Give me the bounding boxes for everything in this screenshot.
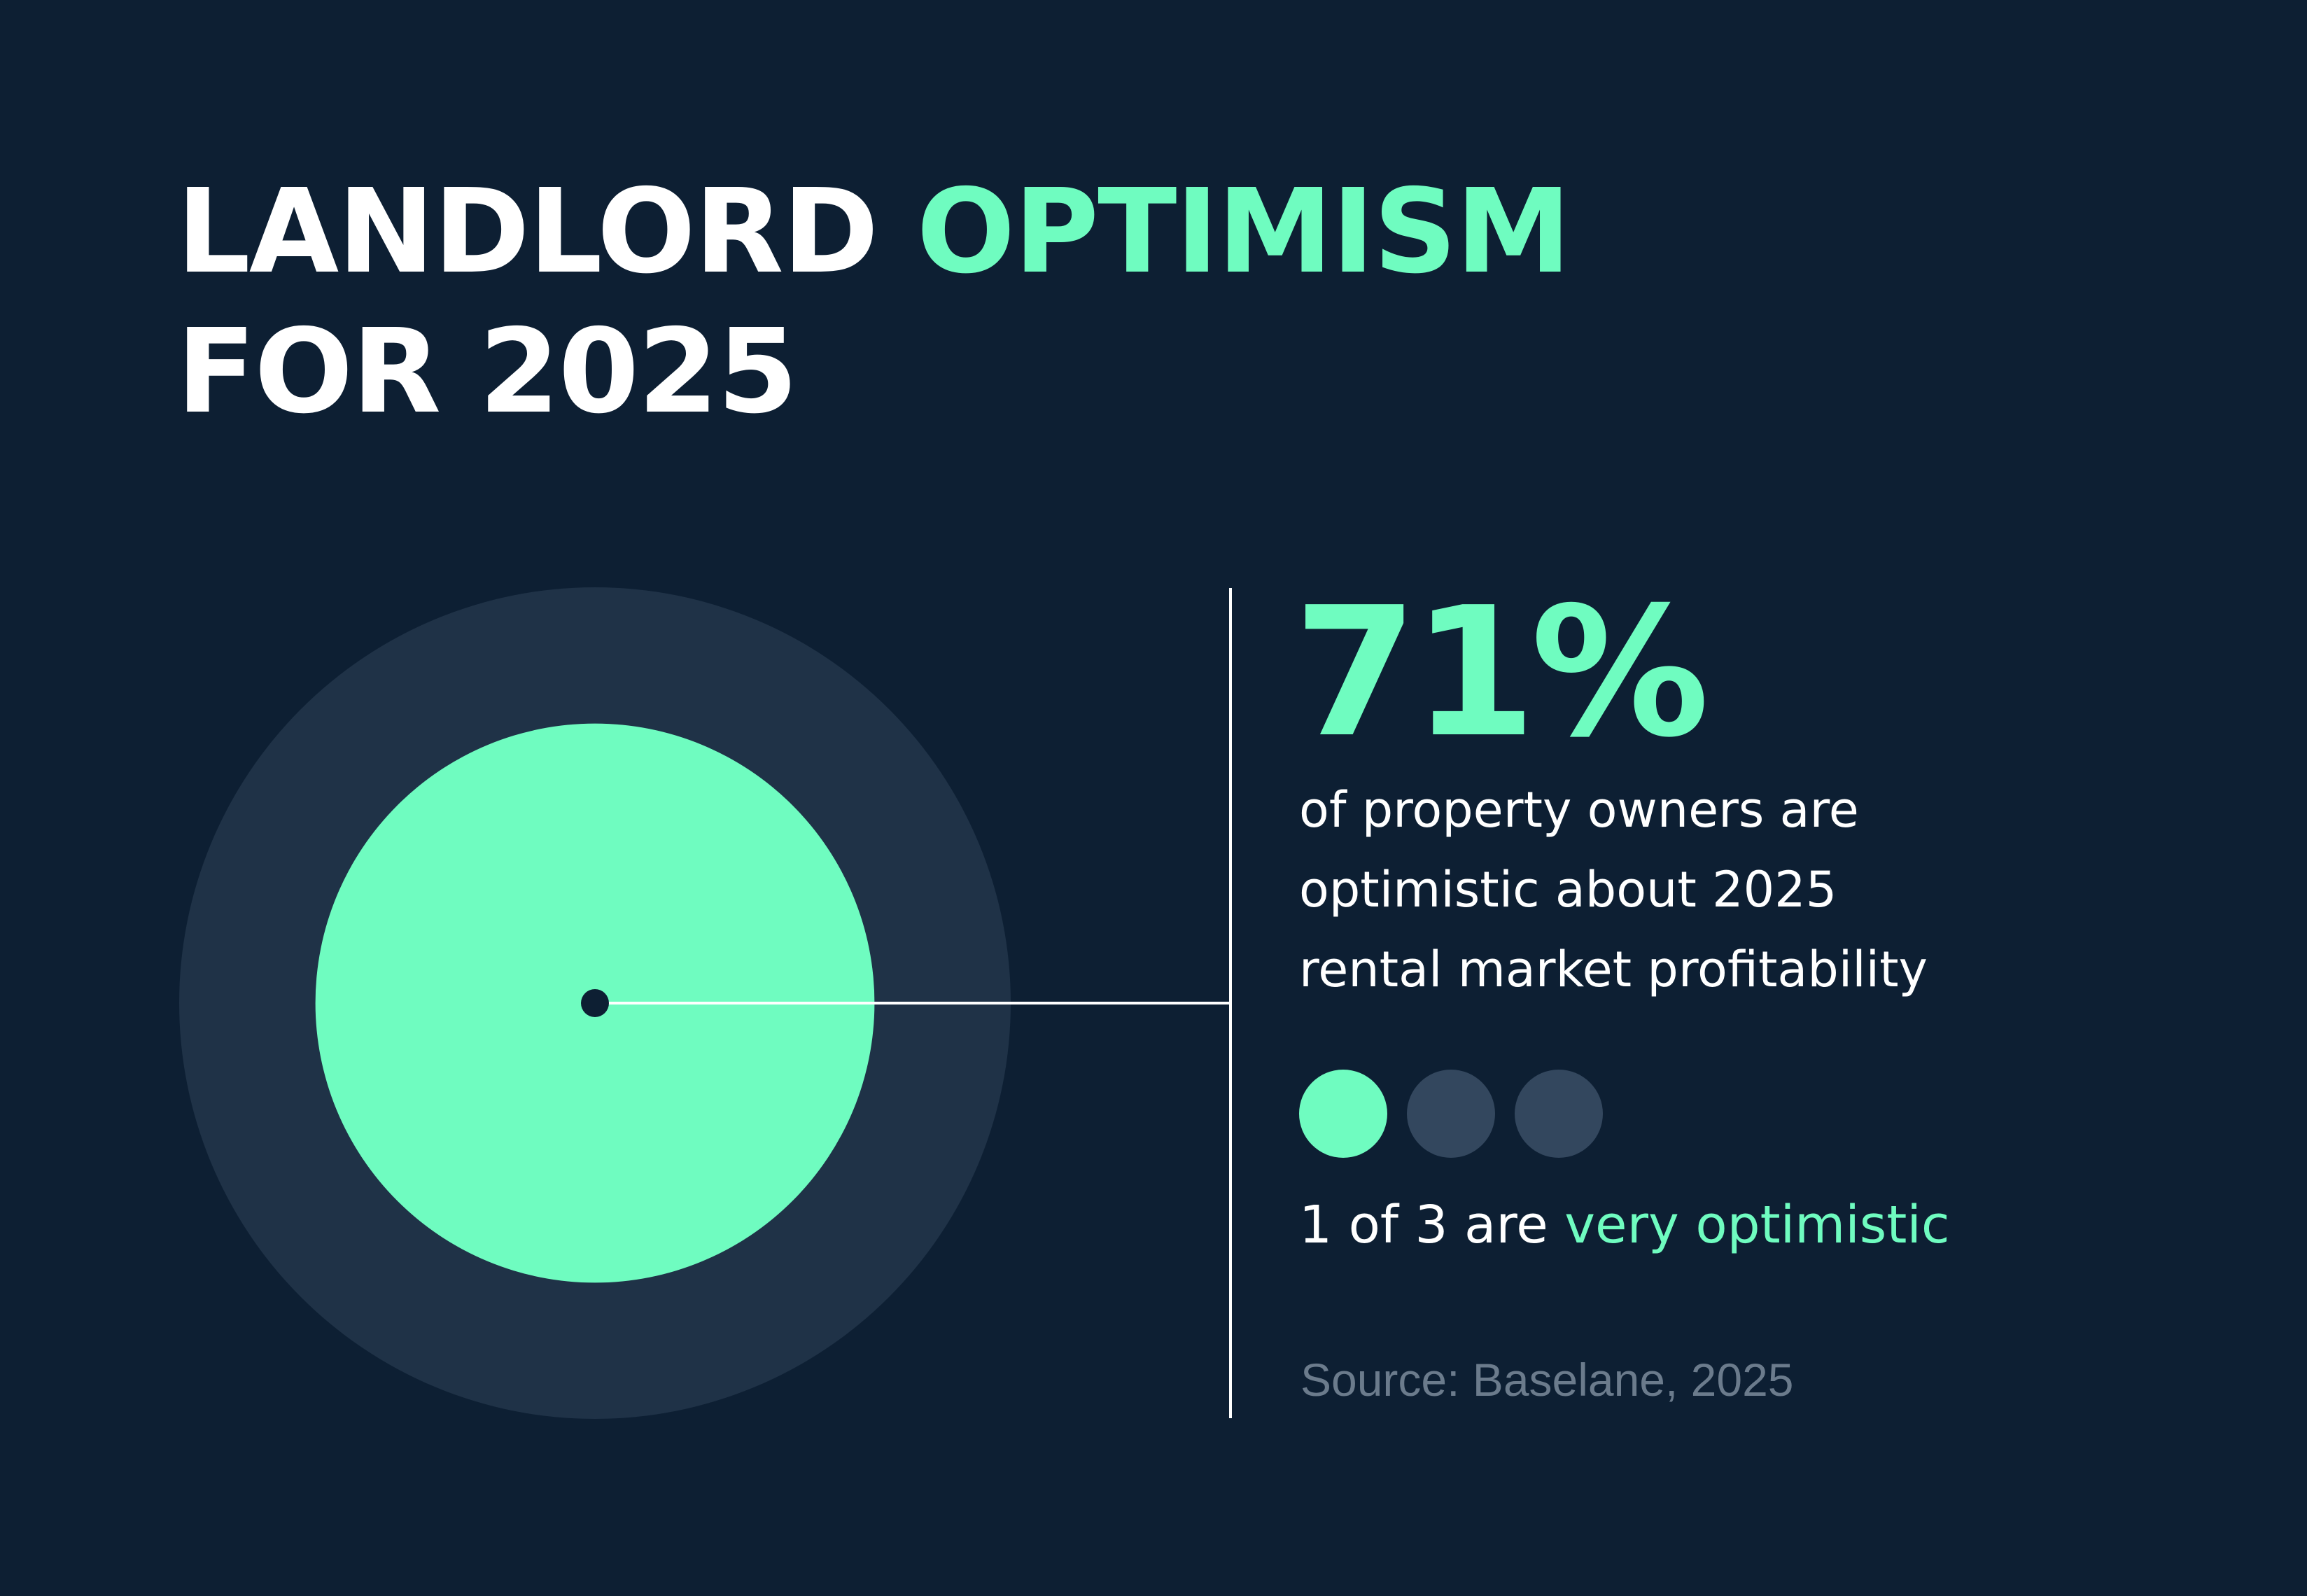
ratio-dots [1299,1070,1603,1159]
center-dot [581,989,609,1017]
title-line2: FOR 2025 [176,304,798,440]
ratio-text: 1 of 3 are very optimistic [1299,1190,1950,1260]
stat-description: of property owners are optimistic about … [1299,770,2209,1009]
ratio-dot-filled [1299,1070,1387,1158]
stat-description-line: optimistic about 2025 [1299,861,1837,918]
ratio-prefix: 1 of 3 are [1299,1195,1548,1255]
stat-value: 71% [1293,569,1709,777]
title-line1-accent: OPTIMISM [916,164,1571,300]
page-title: LANDLORD OPTIMISM FOR 2025 [176,162,1571,442]
ratio-dot-empty [1407,1070,1495,1158]
stat-description-line: of property owners are [1299,781,1859,839]
stat-description-line: rental market profitability [1299,941,1928,998]
source-note: Source: Baselane, 2025 [1300,1354,1794,1406]
ratio-accent: very optimistic [1564,1195,1950,1255]
title-line1-white: LANDLORD [176,164,879,300]
ratio-dot-empty [1515,1070,1603,1158]
